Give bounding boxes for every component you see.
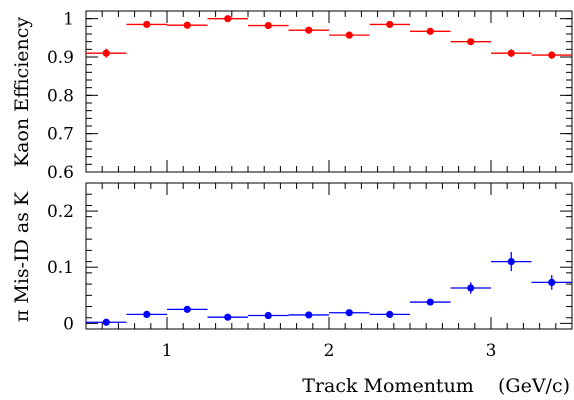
x-tick-label: 2 — [324, 341, 335, 361]
misid-data-point — [329, 309, 370, 317]
efficiency-marker — [183, 21, 191, 29]
misid-data-point — [86, 318, 127, 326]
misid-data-point — [410, 298, 451, 306]
misid-ticks: 0 0.1 0.2 1 2 3 — [47, 182, 573, 361]
efficiency-marker — [102, 49, 110, 57]
efficiency-data-point — [531, 51, 572, 59]
efficiency-data-point — [450, 38, 491, 46]
efficiency-y-tick-label: 0.6 — [47, 163, 74, 183]
misid-data-points — [86, 252, 572, 326]
efficiency-marker — [305, 26, 313, 34]
efficiency-data-point — [86, 48, 127, 58]
efficiency-ticks: 0.6 0.7 0.8 0.9 1 — [47, 10, 573, 183]
misid-y-tick-label: 0.2 — [47, 202, 74, 222]
x-axis-title: Track Momentum (GeV/c) — [302, 375, 570, 397]
misid-data-point — [450, 282, 491, 294]
misid-marker — [426, 298, 434, 306]
efficiency-marker — [224, 15, 232, 23]
misid-data-point — [369, 310, 410, 318]
efficiency-marker — [507, 49, 515, 57]
misid-marker — [102, 318, 110, 326]
efficiency-y-axis-title: Kaon Efficiency — [11, 17, 33, 168]
x-tick-label: 3 — [486, 341, 497, 361]
misid-y-tick-label: 0 — [63, 314, 74, 334]
misid-marker — [143, 310, 151, 318]
misid-plot-frame — [85, 182, 573, 330]
efficiency-data-point — [207, 15, 248, 23]
misid-data-point — [126, 310, 167, 318]
efficiency-marker — [345, 31, 353, 39]
misid-marker — [507, 258, 515, 266]
misid-data-point — [491, 252, 532, 272]
misid-y-axis-title: π Mis-ID as K — [11, 191, 33, 322]
efficiency-data-point — [491, 49, 532, 57]
efficiency-data-point — [126, 20, 167, 29]
misid-data-point — [248, 311, 289, 320]
efficiency-data-point — [329, 31, 370, 39]
efficiency-data-point — [410, 27, 451, 35]
efficiency-y-tick-label: 0.8 — [47, 86, 74, 106]
misid-data-point — [531, 275, 572, 290]
misid-marker — [264, 311, 272, 320]
misid-marker — [305, 311, 313, 319]
misid-data-point — [207, 313, 248, 321]
misid-y-tick-label: 0.1 — [47, 258, 74, 278]
efficiency-y-tick-label: 1 — [63, 10, 74, 30]
efficiency-data-point — [369, 20, 410, 29]
misid-data-point — [288, 311, 329, 319]
misid-marker — [224, 313, 232, 321]
efficiency-marker — [264, 21, 272, 30]
misid-marker — [467, 284, 475, 292]
misid-marker — [345, 309, 353, 317]
efficiency-marker — [386, 20, 394, 29]
efficiency-data-point — [167, 21, 208, 29]
misid-marker — [386, 310, 394, 318]
efficiency-marker — [143, 20, 151, 29]
misid-marker — [183, 305, 191, 313]
efficiency-panel: 0.6 0.7 0.8 0.9 1 Kaon Efficiency — [11, 10, 573, 183]
efficiency-data-point — [248, 21, 289, 30]
efficiency-marker — [548, 51, 556, 59]
misid-panel: 0 0.1 0.2 1 2 3 π Mis-ID as K — [11, 182, 573, 361]
efficiency-y-tick-label: 0.7 — [47, 125, 74, 145]
misid-data-point — [167, 305, 208, 313]
efficiency-data-points — [86, 15, 572, 59]
misid-marker — [548, 278, 556, 286]
x-tick-label: 1 — [162, 341, 173, 361]
efficiency-y-tick-label: 0.9 — [47, 48, 74, 68]
efficiency-marker — [467, 38, 475, 46]
efficiency-data-point — [288, 26, 329, 34]
efficiency-marker — [426, 27, 434, 35]
